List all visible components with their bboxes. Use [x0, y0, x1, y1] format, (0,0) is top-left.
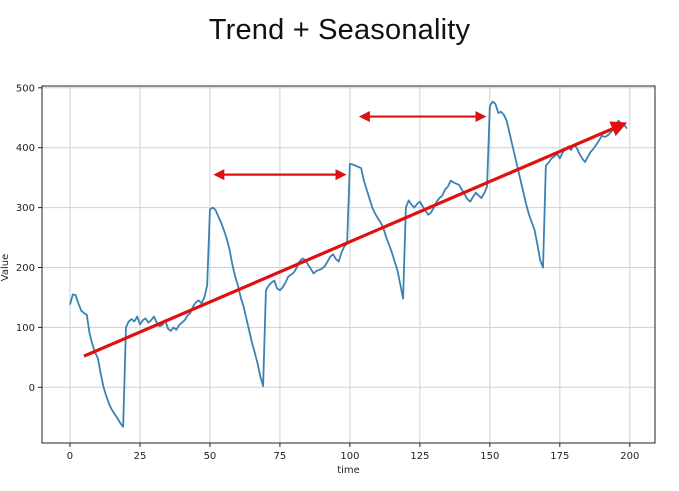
x-axis: 0 25 50 75 100 125 150 175 200	[67, 443, 639, 462]
series-group	[69, 100, 628, 428]
x-tick-label: 50	[204, 451, 217, 462]
chart-title: Trend + Seasonality	[208, 14, 471, 46]
x-tick-label: 75	[274, 451, 287, 462]
x-tick-label: 175	[550, 451, 569, 462]
annotations	[83, 111, 628, 358]
y-tick-label: 200	[16, 263, 35, 274]
y-tick-label: 300	[16, 203, 35, 214]
x-axis-label: time	[337, 465, 360, 476]
x-tick-label: 200	[620, 451, 639, 462]
x-tick-label: 0	[67, 451, 73, 462]
y-tick-label: 100	[16, 323, 35, 334]
y-tick-label: 400	[16, 143, 35, 154]
y-tick-label: 0	[29, 383, 35, 394]
x-tick-label: 125	[410, 451, 429, 462]
x-tick-label: 25	[134, 451, 147, 462]
series-line-0	[69, 100, 628, 428]
x-tick-label: 100	[340, 451, 359, 462]
x-tick-label: 150	[480, 451, 499, 462]
y-axis: 0 100 200 300 400 500	[16, 83, 42, 394]
trend-arrow-2	[83, 121, 628, 358]
y-axis-label: Value	[0, 254, 11, 281]
plot-frame	[41, 85, 656, 444]
grid-lines	[42, 86, 655, 443]
y-tick-label: 500	[16, 83, 35, 94]
